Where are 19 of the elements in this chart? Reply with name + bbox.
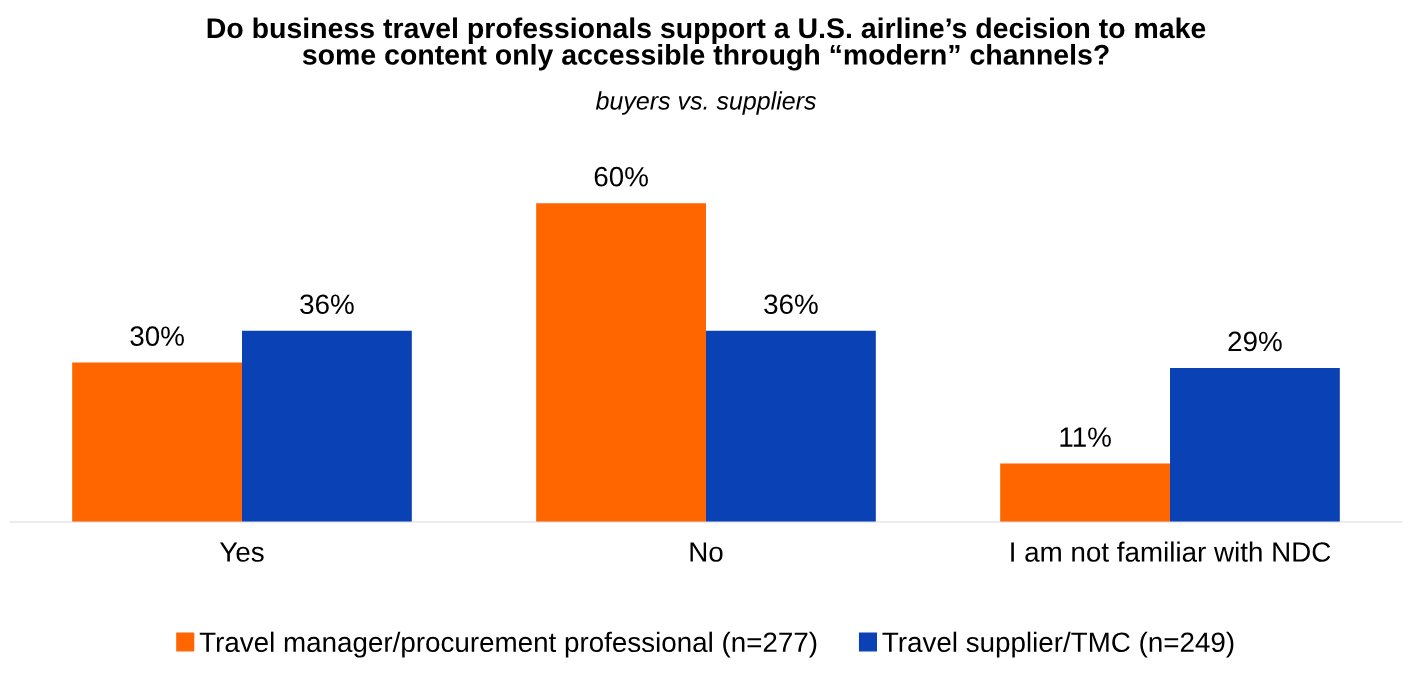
x-tick-label: No [690, 542, 723, 562]
chart-title: Do business travel professionals support a U.S. airline’s decision to make some content only accessible through “modern” channels? [207, 17, 1206, 71]
data-label: 60% [594, 166, 648, 187]
legend-label: Travel supplier/TMC (n=249) [882, 631, 1234, 658]
bar [242, 330, 412, 522]
x-tick-label: I am not familiar with NDC [1011, 541, 1331, 562]
bar [706, 330, 876, 522]
chart-subtitle: buyers vs. suppliers [595, 91, 816, 115]
data-label: 11% [1060, 427, 1111, 447]
bar [72, 362, 242, 522]
data-label: 36% [300, 294, 354, 315]
bar [1170, 367, 1340, 522]
legend-label: Travel manager/procurement professional (n=277) [199, 631, 817, 658]
data-label: 29% [1228, 331, 1282, 352]
bar [1000, 463, 1170, 522]
x-tick-label: Yes [219, 542, 264, 562]
data-label: 30% [130, 326, 184, 346]
bar [536, 203, 706, 522]
data-label: 36% [764, 294, 818, 315]
